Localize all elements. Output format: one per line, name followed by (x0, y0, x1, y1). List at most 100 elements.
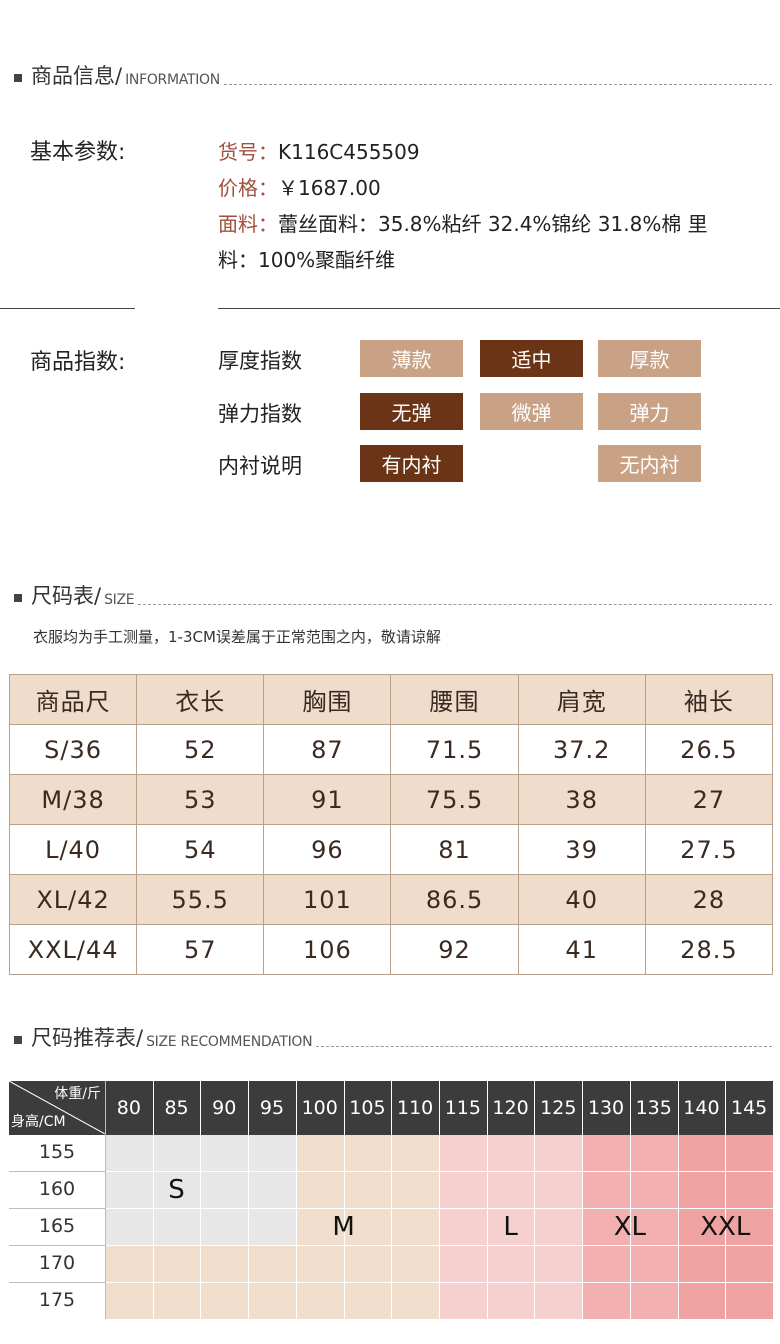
size-grid-cell (391, 1134, 439, 1171)
weight-header-cell: 135 (629, 1081, 678, 1134)
table-cell: 26.5 (644, 724, 774, 775)
size-grid-cell (105, 1282, 153, 1319)
weight-header-cell: 115 (439, 1081, 487, 1134)
size-title-en: SIZE (104, 592, 135, 608)
size-grid-cell (200, 1134, 249, 1171)
size-grid-cell (200, 1282, 249, 1319)
index-option-unselected: 弹力 (598, 393, 701, 430)
weight-header-cell: 100 (295, 1081, 344, 1134)
size-grid-cell (582, 1171, 630, 1208)
height-row-label: 155 (9, 1134, 105, 1170)
index-row-label: 内衬说明 (218, 454, 302, 478)
fabric-line-2: 料：100%聚酯纤维 (218, 244, 395, 273)
size-grid-cell (534, 1245, 583, 1282)
size-grid-cell (439, 1245, 487, 1282)
dashed-divider (223, 84, 772, 85)
size-grid-cell (629, 1208, 678, 1245)
weight-header-cell: 120 (486, 1081, 535, 1134)
size-grid-cell (295, 1245, 344, 1282)
size-grid-cell (486, 1245, 535, 1282)
size-grid-cell (343, 1171, 392, 1208)
table-row: XL/42 55.5 101 86.5 40 28 (8, 874, 774, 925)
rec-title-cn: 尺码推荐表/ (31, 1026, 144, 1050)
table-cell: M/38 (8, 774, 138, 825)
size-grid-cell (534, 1208, 583, 1245)
size-grid-cell (105, 1245, 153, 1282)
height-row-label: 175 (9, 1282, 105, 1318)
grid-column-line (773, 1081, 774, 1319)
index-option-selected: 有内衬 (360, 445, 463, 482)
size-grid-cell (248, 1171, 296, 1208)
fabric-value-line1: 蕾丝面料：35.8%粘纤 32.4%锦纶 31.8%棉 里 (278, 212, 708, 236)
size-grid-cell (725, 1282, 773, 1319)
grid-column-line (677, 1081, 679, 1319)
size-grid-cell (582, 1245, 630, 1282)
size-grid-cell (105, 1208, 153, 1245)
grid-column-line (486, 1081, 488, 1319)
grid-column-line (629, 1081, 631, 1319)
table-cell: 86.5 (390, 874, 519, 925)
grid-column-line (295, 1081, 297, 1319)
size-grid-cell (200, 1208, 249, 1245)
size-grid-cell (248, 1245, 296, 1282)
index-row-label: 弹力指数 (218, 402, 302, 426)
height-row-label: 160 (9, 1171, 105, 1207)
table-cell: 衣长 (136, 674, 265, 725)
size-mark-xl: XL (613, 1211, 646, 1242)
table-cell: 101 (263, 874, 392, 925)
fabric-key: 面料： (218, 212, 278, 236)
item-number-value: K116C455509 (278, 140, 420, 164)
size-grid-cell (391, 1245, 439, 1282)
grid-row-line (9, 1171, 773, 1172)
size-grid-cell (629, 1171, 678, 1208)
size-grid-cell (343, 1282, 392, 1319)
grid-column-line (391, 1081, 393, 1319)
table-cell: 57 (136, 924, 265, 975)
size-grid-cell (391, 1208, 439, 1245)
grid-column-line (725, 1081, 727, 1319)
size-grid-cell (295, 1282, 344, 1319)
size-grid-cell (200, 1245, 249, 1282)
bullet-square-icon (14, 594, 22, 602)
size-grid-cell (534, 1134, 583, 1171)
size-grid-cell (677, 1171, 726, 1208)
size-grid-cell (295, 1134, 344, 1171)
table-cell: 106 (263, 924, 392, 975)
size-grid-cell (582, 1134, 630, 1171)
size-grid-cell (105, 1171, 153, 1208)
item-number-line: 货号：K116C455509 (218, 136, 420, 165)
dashed-divider (138, 604, 772, 605)
table-cell: 52 (136, 724, 265, 775)
table-cell: 胸围 (263, 674, 392, 725)
table-cell: 81 (390, 824, 519, 875)
size-grid-cell (391, 1282, 439, 1319)
table-cell: 40 (517, 874, 646, 925)
weight-header-cell: 125 (534, 1081, 583, 1134)
size-grid-cell (200, 1171, 249, 1208)
price-value: ￥1687.00 (278, 176, 381, 200)
table-cell: 39 (517, 824, 646, 875)
grid-column-line (582, 1081, 584, 1319)
size-grid-cell (295, 1171, 344, 1208)
table-header-row: 商品尺 衣长 胸围 腰围 肩宽 袖长 (8, 674, 774, 725)
grid-column-line (248, 1081, 250, 1319)
grid-row-line (9, 1282, 773, 1283)
info-title-en: INFORMATION (125, 72, 220, 88)
size-mark-s: S (168, 1174, 185, 1205)
index-option-selected: 适中 (480, 340, 583, 377)
grid-row-line (9, 1208, 773, 1209)
size-grid-cell (677, 1208, 726, 1245)
size-mark-xxl: XXL (700, 1211, 751, 1242)
grid-row-line (9, 1134, 773, 1135)
size-grid-cell (152, 1171, 201, 1208)
size-grid-cell (629, 1245, 678, 1282)
table-cell: 38 (517, 774, 646, 825)
label-row-line (9, 1208, 105, 1209)
size-grid-cell (152, 1134, 201, 1171)
size-grid-cell (677, 1282, 726, 1319)
index-option-unselected: 薄款 (360, 340, 463, 377)
table-cell: 27 (644, 774, 774, 825)
size-grid-cell (439, 1134, 487, 1171)
size-grid-cell (439, 1171, 487, 1208)
info-section-header: 商品信息/ INFORMATION (14, 60, 772, 90)
